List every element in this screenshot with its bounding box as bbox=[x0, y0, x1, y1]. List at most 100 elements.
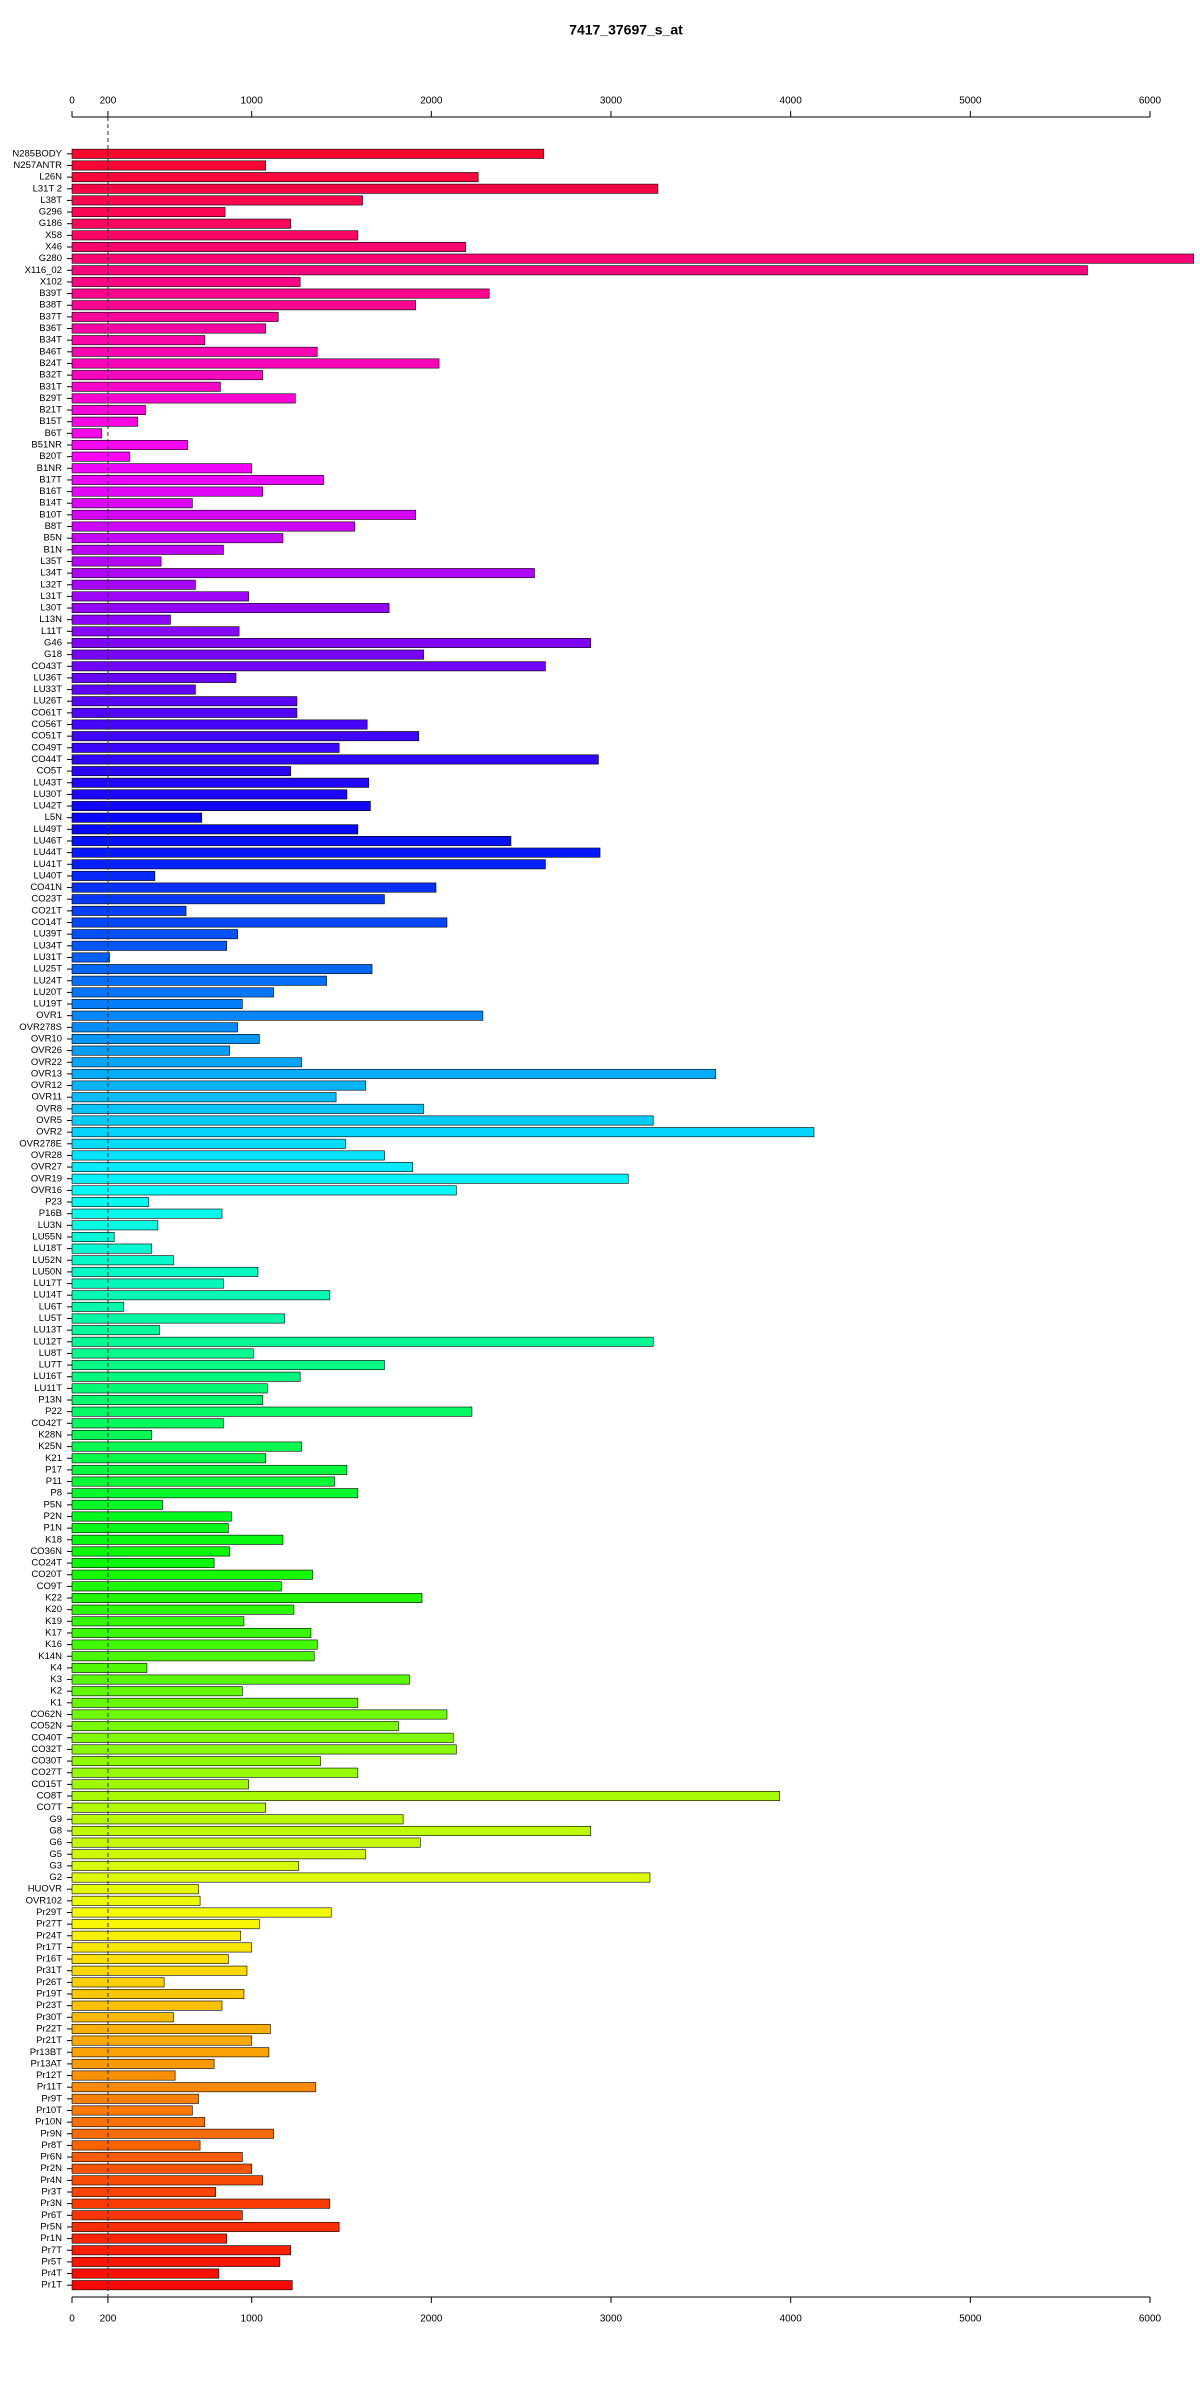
y-tick-label: P11 bbox=[46, 1476, 62, 1487]
bar bbox=[71, 358, 440, 369]
bar bbox=[71, 591, 249, 602]
y-tick-label: Pr1T bbox=[41, 2280, 62, 2291]
y-tick-label: K22 bbox=[45, 1593, 62, 1604]
y-tick-label: Pr13BT bbox=[30, 2047, 62, 2058]
bar bbox=[71, 288, 490, 299]
y-tick-label: OVR11 bbox=[32, 1092, 62, 1103]
bar bbox=[71, 1732, 454, 1743]
y-tick-label: Pr23T bbox=[36, 2000, 62, 2011]
y-tick-label: CO40T bbox=[31, 1732, 62, 1743]
bar bbox=[71, 346, 318, 357]
bar bbox=[71, 742, 340, 753]
y-tick-label: G3 bbox=[49, 1860, 62, 1871]
y-tick-label: L32T bbox=[40, 579, 62, 590]
x-tick-label: 1000 bbox=[241, 2314, 264, 2325]
y-tick-label: LU50N bbox=[32, 1266, 62, 1277]
x-tick-label: 0 bbox=[69, 2314, 75, 2325]
bar bbox=[71, 148, 545, 159]
bar bbox=[71, 1523, 229, 1534]
bar bbox=[71, 1383, 268, 1394]
bar bbox=[71, 1290, 331, 1301]
y-tick-label: OVR1 bbox=[36, 1010, 62, 1021]
bar bbox=[71, 1919, 260, 1930]
bar bbox=[71, 486, 263, 497]
y-tick-label: HUOVR bbox=[28, 1884, 62, 1895]
y-tick-label: B16T bbox=[39, 486, 62, 497]
y-tick-label: G296 bbox=[39, 207, 62, 218]
bar bbox=[71, 1278, 224, 1289]
y-tick-label: L31T bbox=[40, 591, 62, 602]
bar bbox=[71, 1628, 312, 1638]
y-tick-label: LU34T bbox=[33, 940, 62, 951]
y-tick-label: L34T bbox=[40, 568, 62, 579]
bar bbox=[71, 463, 252, 474]
bar bbox=[71, 2093, 199, 2104]
bar bbox=[71, 1767, 359, 1778]
y-tick-label: G18 bbox=[44, 649, 62, 660]
y-tick-label: Pr31T bbox=[36, 1965, 62, 1976]
y-tick-label: L26N bbox=[39, 172, 62, 183]
bar bbox=[71, 2163, 252, 2174]
bar bbox=[71, 1884, 199, 1895]
bar bbox=[71, 870, 156, 881]
bar bbox=[71, 1825, 591, 1836]
y-tick-label: G46 bbox=[44, 638, 62, 649]
bar bbox=[71, 1721, 399, 1732]
y-tick-label: P16B bbox=[39, 1208, 62, 1219]
bar bbox=[71, 1045, 231, 1056]
y-tick-label: Pr13AT bbox=[30, 2058, 62, 2069]
y-tick-label: B5N bbox=[44, 533, 63, 544]
bar bbox=[71, 1430, 152, 1440]
y-tick-label: B1NR bbox=[37, 463, 62, 474]
y-tick-label: LU8T bbox=[39, 1348, 62, 1359]
bar bbox=[71, 1080, 367, 1091]
y-tick-label: LU20T bbox=[33, 987, 62, 998]
bar bbox=[71, 2256, 281, 2267]
y-tick-label: OVR27 bbox=[31, 1162, 62, 1173]
y-tick-label: X58 bbox=[45, 230, 62, 241]
bar bbox=[71, 533, 284, 544]
y-tick-label: CO8T bbox=[37, 1791, 63, 1802]
bar bbox=[71, 1173, 629, 1184]
bar bbox=[71, 1604, 295, 1615]
bar bbox=[71, 661, 546, 672]
x-tick-label: 1000 bbox=[241, 96, 264, 107]
y-tick-label: CO52N bbox=[30, 1721, 62, 1732]
y-tick-label: LU41T bbox=[33, 859, 62, 870]
y-tick-label: Pr2N bbox=[40, 2163, 62, 2174]
bar bbox=[71, 2245, 291, 2256]
y-tick-label: K28N bbox=[38, 1429, 62, 1440]
y-tick-label: LU13T bbox=[33, 1325, 62, 1336]
y-tick-label: Pr17T bbox=[36, 1942, 62, 1953]
bar bbox=[71, 603, 390, 614]
bar bbox=[71, 1895, 201, 1906]
bar bbox=[71, 230, 359, 241]
y-tick-label: LU26T bbox=[33, 696, 62, 707]
y-tick-label: P23 bbox=[45, 1197, 62, 1208]
y-tick-label: CO20T bbox=[31, 1569, 62, 1580]
y-tick-label: Pr21T bbox=[36, 2035, 62, 2046]
bar bbox=[71, 1022, 238, 1033]
bar bbox=[71, 1138, 346, 1149]
bar bbox=[71, 952, 110, 963]
y-tick-label: Pr8T bbox=[41, 2140, 62, 2151]
bar bbox=[71, 929, 238, 940]
bar bbox=[71, 242, 466, 252]
y-tick-label: L30T bbox=[40, 603, 62, 614]
bar bbox=[71, 649, 424, 660]
y-tick-label: LU18T bbox=[33, 1243, 62, 1254]
bar bbox=[71, 2000, 223, 2011]
y-tick-label: K20 bbox=[45, 1604, 62, 1615]
y-tick-label: K14N bbox=[38, 1651, 62, 1662]
bar bbox=[71, 1068, 717, 1079]
bar bbox=[71, 1558, 215, 1569]
y-tick-label: CO36N bbox=[30, 1546, 62, 1557]
y-tick-label: K16 bbox=[45, 1639, 62, 1650]
bar bbox=[71, 1360, 385, 1371]
bar bbox=[71, 1989, 245, 1999]
y-tick-label: N285BODY bbox=[12, 148, 62, 159]
y-tick-label: B34T bbox=[39, 335, 62, 346]
y-tick-label: Pr7T bbox=[41, 2245, 62, 2256]
y-tick-label: B39T bbox=[39, 288, 62, 299]
bar bbox=[71, 1569, 313, 1580]
